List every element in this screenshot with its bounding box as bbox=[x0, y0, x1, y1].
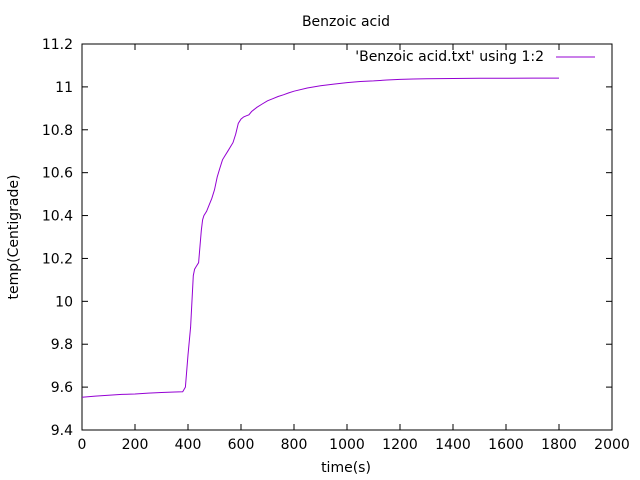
x-tick-label: 1200 bbox=[382, 437, 418, 453]
plot-frame bbox=[81, 43, 613, 431]
x-tick-label: 1600 bbox=[488, 437, 524, 453]
x-tick-label: 600 bbox=[228, 437, 255, 453]
x-tick-label: 1000 bbox=[329, 437, 365, 453]
y-tick-label: 10.8 bbox=[42, 123, 73, 139]
y-tick-label: 10.6 bbox=[42, 166, 73, 182]
y-tick-label: 10.4 bbox=[42, 209, 73, 225]
y-tick-label: 11.2 bbox=[42, 37, 73, 53]
legend: 'Benzoic acid.txt' using 1:2 bbox=[355, 49, 595, 65]
legend-label: 'Benzoic acid.txt' using 1:2 bbox=[355, 49, 544, 65]
x-axis-label: time(s) bbox=[321, 460, 371, 476]
x-tick-label: 1800 bbox=[541, 437, 577, 453]
series-line bbox=[81, 77, 559, 398]
x-tick-label: 200 bbox=[122, 437, 149, 453]
x-tick-label: 400 bbox=[175, 437, 202, 453]
y-tick-label: 10 bbox=[55, 294, 73, 310]
axes: 0 200 400 600 800 1000 1200 1400 1600 1800 2000 9.4… bbox=[42, 37, 630, 453]
x-tick-label: 800 bbox=[281, 437, 308, 453]
series-layer bbox=[81, 77, 559, 398]
x-tick-label: 2000 bbox=[594, 437, 630, 453]
x-tick-label: 1400 bbox=[435, 437, 471, 453]
y-tick-label: 9.8 bbox=[51, 337, 73, 353]
y-tick-label: 11 bbox=[55, 80, 73, 96]
y-axis-label: temp(Centigrade) bbox=[6, 175, 22, 300]
y-tick-label: 10.2 bbox=[42, 251, 73, 267]
x-tick-label: 0 bbox=[78, 437, 87, 453]
y-tick-label: 9.6 bbox=[51, 380, 73, 396]
chart-title: Benzoic acid bbox=[302, 14, 390, 30]
y-tick-label: 9.4 bbox=[51, 423, 73, 439]
